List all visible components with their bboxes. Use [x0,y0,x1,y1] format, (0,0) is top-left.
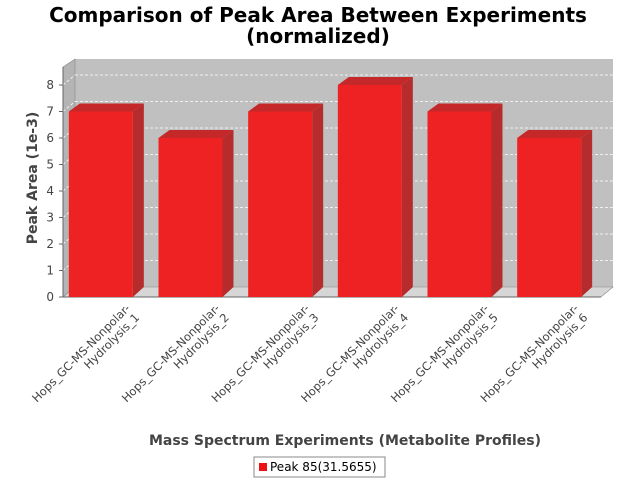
legend-swatch [259,463,267,471]
y-axis-label: Peak Area (1e-3) [25,112,41,245]
y-tick-label: 1 [46,264,54,278]
legend: Peak 85(31.5655) [253,456,386,478]
bar-top [337,77,413,85]
bar-side [222,130,234,297]
legend-label-series-1: Peak 85(31.5655) [270,460,377,474]
chart-title-line-1: Comparison of Peak Area Between Experime… [49,3,587,27]
y-tick-label: 2 [46,237,54,251]
plot-area: 012345678Hops_GC-MS-Nonpolar-Hydrolysis_… [29,58,614,405]
chart-title-line-2: (normalized) [246,24,390,48]
bar-top [158,130,234,138]
y-tick-label: 7 [46,105,54,119]
bar-side [401,77,413,297]
gridline-side [62,74,76,86]
bar-top [517,130,593,138]
bar-side [491,103,503,297]
x-axis-label: Mass Spectrum Experiments (Metabolite Pr… [149,433,541,449]
bar [517,138,582,297]
bar [248,111,313,297]
bar-top [248,103,324,112]
x-tick-label-line: Hops_GC-MS-Nonpolar- [29,301,133,405]
y-tick-label: 8 [46,78,54,92]
bar-top [68,103,144,112]
bar-side [312,103,324,297]
y-tick-label: 4 [46,184,54,198]
legend-box [253,456,386,478]
y-tick-label: 6 [46,131,54,145]
y-tick-label: 3 [46,211,54,225]
bar [158,138,223,297]
gridline-side [62,101,76,112]
y-tick-label: 5 [46,158,54,172]
bar [427,111,492,297]
bar [337,85,402,297]
bar-top [427,103,503,112]
y-tick-label: 0 [46,290,54,304]
bar-side [581,130,593,297]
bar [68,111,133,297]
bar-side [132,103,144,297]
